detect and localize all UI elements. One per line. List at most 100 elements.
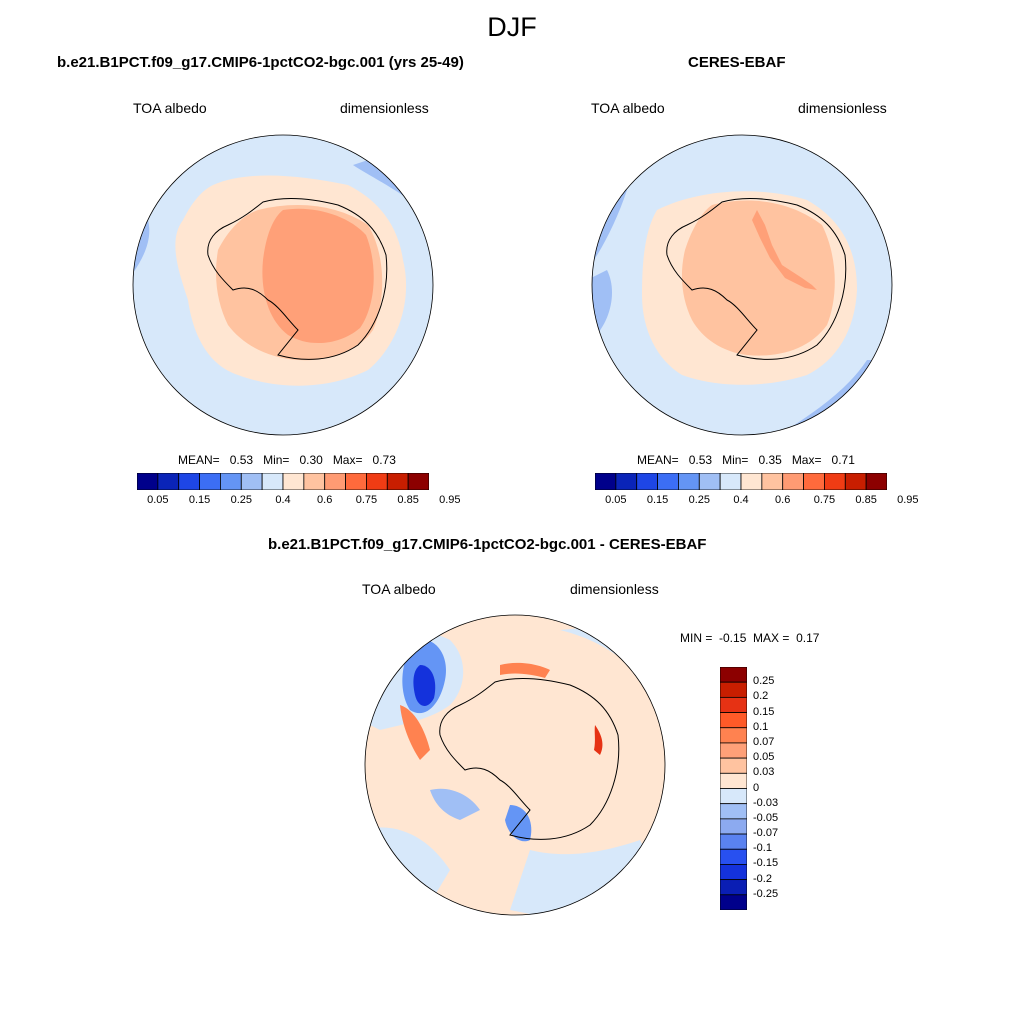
colorbar-swatch [282,473,305,490]
colorbar-tick-label: 0.1 [753,720,769,733]
colorbar-tick-label: -0.25 [753,887,779,900]
colorbar-swatch [657,473,679,490]
colorbar-tick-label: 0.75 [355,494,378,506]
colorbar-swatch [720,742,747,759]
colorbar-swatch [720,667,747,683]
panel-1-polar-map [132,134,434,436]
min-label: Min= [722,453,749,467]
map-2-strong-orange-region [752,210,817,290]
panel-3-minmax: MIN = -0.15 MAX = 0.17 [680,631,819,645]
colorbar-swatch [761,473,784,490]
min-value: -0.15 [719,631,747,645]
panel-2-title: CERES-EBAF [688,54,786,71]
colorbar-swatch [220,473,242,490]
panel-1-units-label: dimensionless [340,100,429,116]
colorbar-swatch [720,833,747,850]
panel-2-units-label: dimensionless [798,100,887,116]
colorbar-tick-label: 0.85 [855,494,877,506]
colorbar-tick-label: 0.6 [317,494,333,506]
colorbar-swatch [865,473,887,490]
colorbar-swatch [803,473,825,490]
map-1-coastline [207,198,388,360]
map-3-red-region [594,725,603,755]
colorbar-tick-label: 0.03 [753,766,775,779]
panel-3-units-label: dimensionless [570,581,659,597]
colorbar-tick-label: 0.95 [897,494,919,506]
colorbar-tick-label: -0.07 [753,827,779,840]
colorbar-tick-label: 0.07 [753,735,775,748]
colorbar-swatch [720,879,747,896]
colorbar-swatch [719,473,742,490]
map-3-negative-region [510,840,660,915]
colorbar-tick-label: -0.1 [753,842,772,855]
mean-value: 0.53 [229,453,254,467]
map-3-blue-region [430,788,480,820]
map-3-outline [364,614,666,916]
max-value: 0.17 [796,631,820,645]
colorbar-swatch [407,473,429,490]
colorbar-swatch [137,473,159,490]
colorbar-swatch [199,473,221,490]
colorbar-swatch [178,473,200,490]
mean-label: MEAN= [637,453,679,467]
panel-1-stats: MEAN= 0.53 Min= 0.30 Max= 0.73 [178,453,396,467]
colorbar-swatch [636,473,658,490]
panel-1-variable-label: TOA albedo [133,100,207,116]
colorbar-swatch [720,696,747,713]
max-value: 0.73 [372,453,396,467]
colorbar-tick-label: -0.15 [753,857,779,870]
colorbar-swatch [303,473,326,490]
colorbar-swatch [678,473,700,490]
colorbar-swatch [386,473,409,490]
min-label: MIN = [680,631,713,645]
panel-2-colorbar [595,473,887,490]
colorbar-swatch [720,727,747,744]
colorbar-tick-label: -0.03 [753,796,779,809]
colorbar-swatch [720,894,747,910]
colorbar-swatch [720,818,747,835]
mean-value: 0.53 [688,453,713,467]
panel-2-variable-label: TOA albedo [591,100,665,116]
colorbar-tick-label: 0.05 [753,751,775,764]
max-label: MAX = [753,631,790,645]
colorbar-tick-label: 0.05 [605,494,627,506]
colorbar-tick-label: 0.25 [688,494,710,506]
colorbar-swatch [720,681,747,698]
min-value: 0.35 [758,453,782,467]
panel-3-title: b.e21.B1PCT.f09_g17.CMIP6-1pctCO2-bgc.00… [268,536,707,553]
map-1-strong-orange-region [262,208,374,344]
colorbar-tick-label: 0 [753,781,760,794]
colorbar-tick-label: 0.75 [813,494,836,506]
colorbar-tick-label: 0.2 [753,690,769,703]
colorbar-swatch [595,473,617,490]
colorbar-tick-label: 0.85 [397,494,419,506]
map-3-coastline [439,678,620,840]
colorbar-tick-label: 0.15 [646,494,669,506]
map-3-blue-region [505,805,532,842]
panel-3-colorbar [720,667,747,910]
mean-label: MEAN= [178,453,220,467]
colorbar-swatch [720,757,747,774]
map-3-diff-field [365,615,665,915]
map-2-outline [591,134,893,436]
panel-1-title: b.e21.B1PCT.f09_g17.CMIP6-1pctCO2-bgc.00… [57,54,464,71]
colorbar-swatch [740,473,763,490]
map-3-red-region [400,705,430,760]
map-2-coastline [666,198,847,360]
colorbar-tick-label: 0.05 [147,494,169,506]
min-label: Min= [263,453,290,467]
colorbar-swatch [844,473,867,490]
panel-2-stats: MEAN= 0.53 Min= 0.35 Max= 0.71 [637,453,855,467]
panel-3-variable-label: TOA albedo [362,581,436,597]
colorbar-swatch [615,473,638,490]
panel-2-polar-map [591,134,893,436]
colorbar-swatch [720,788,747,805]
colorbar-swatch [324,473,346,490]
colorbar-swatch [698,473,721,490]
colorbar-tick-label: 0.95 [439,494,461,506]
max-label: Max= [791,453,822,467]
colorbar-tick-label: -0.2 [753,872,772,885]
map-2-mid-orange-region [681,200,835,356]
colorbar-swatch [240,473,263,490]
colorbar-tick-label: 0.6 [775,494,791,506]
